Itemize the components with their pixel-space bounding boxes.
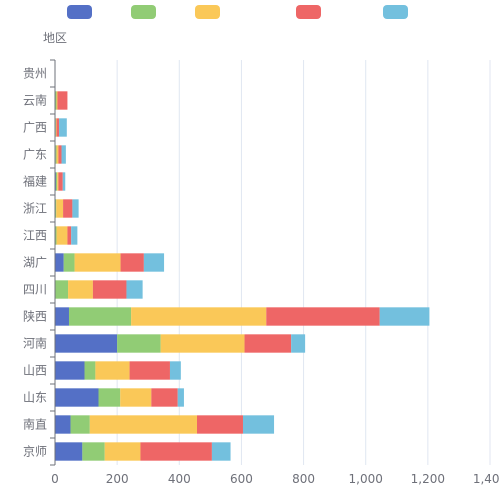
bar-segment[interactable] <box>244 334 292 353</box>
bar-segment[interactable] <box>169 361 181 380</box>
bar-segment[interactable] <box>151 388 178 407</box>
y-tick-label: 京师 <box>23 445 47 459</box>
legend-swatch[interactable] <box>296 5 321 19</box>
bar-segment[interactable] <box>74 253 121 272</box>
bar-segment[interactable] <box>104 442 141 461</box>
bar-segment[interactable] <box>55 361 85 380</box>
bar-segment[interactable] <box>55 145 57 164</box>
y-tick-label: 广西 <box>23 121 47 135</box>
bar-segment[interactable] <box>89 415 197 434</box>
bar-segment[interactable] <box>98 388 121 407</box>
bar-segment[interactable] <box>68 280 93 299</box>
bar-segment[interactable] <box>160 334 245 353</box>
y-tick-label: 湖广 <box>23 255 47 270</box>
y-tick-label: 广东 <box>23 148 47 162</box>
bar-segment[interactable] <box>55 442 83 461</box>
bar-segment[interactable] <box>59 118 67 137</box>
x-tick-label: 1,000 <box>349 472 383 486</box>
bar-segment[interactable] <box>211 442 231 461</box>
legend-swatch[interactable] <box>383 5 408 19</box>
y-tick-label: 江西 <box>23 229 47 243</box>
bar-segment[interactable] <box>67 226 72 245</box>
y-axis-title: 地区 <box>43 31 67 45</box>
bar-segment[interactable] <box>55 199 57 218</box>
bar-segment[interactable] <box>55 280 69 299</box>
bar-segment[interactable] <box>131 307 267 326</box>
bar-segment[interactable] <box>242 415 275 434</box>
bar-segment[interactable] <box>177 388 184 407</box>
bar-segment[interactable] <box>143 253 165 272</box>
bar-segment[interactable] <box>58 145 62 164</box>
y-tick-label: 山东 <box>23 391 47 405</box>
bar-segment[interactable] <box>56 199 64 218</box>
bar-segment[interactable] <box>55 388 99 407</box>
x-tick-label: 0 <box>51 472 59 486</box>
x-tick-label: 600 <box>230 472 253 486</box>
bar-segment[interactable] <box>56 226 68 245</box>
bar-segment[interactable] <box>68 307 132 326</box>
bar-segment[interactable] <box>71 226 78 245</box>
legend[interactable] <box>67 5 408 19</box>
x-tick-label: 200 <box>106 472 129 486</box>
bar-segment[interactable] <box>63 253 75 272</box>
legend-swatch[interactable] <box>131 5 156 19</box>
bar-segment[interactable] <box>70 415 90 434</box>
y-tick-label: 云南 <box>23 93 47 108</box>
legend-swatch[interactable] <box>67 5 92 19</box>
bar-segment[interactable] <box>57 91 68 110</box>
bar-segment[interactable] <box>56 91 58 110</box>
bar-segment[interactable] <box>82 442 105 461</box>
bar-segment[interactable] <box>291 334 306 353</box>
bar-segment[interactable] <box>72 199 79 218</box>
bar-segment[interactable] <box>120 253 144 272</box>
x-tick-label: 400 <box>168 472 191 486</box>
bar-segment[interactable] <box>55 253 64 272</box>
y-tick-label: 浙江 <box>23 202 47 216</box>
bar-segment[interactable] <box>63 199 73 218</box>
bars <box>55 91 430 461</box>
bar-segment[interactable] <box>55 172 58 191</box>
y-tick-label: 福建 <box>23 174 47 189</box>
bar-segment[interactable] <box>379 307 430 326</box>
y-tick-label: 贵州 <box>23 67 47 81</box>
bar-segment[interactable] <box>56 145 59 164</box>
x-tick-label: 1,200 <box>411 472 445 486</box>
bar-segment[interactable] <box>62 172 66 191</box>
x-axis: 0 200 400 600 800 1,000 1,200 1,400 <box>51 472 500 486</box>
y-tick-label: 南直 <box>23 417 47 432</box>
bar-segment[interactable] <box>196 415 243 434</box>
y-tick-label: 陕西 <box>23 309 47 324</box>
bar-segment[interactable] <box>92 280 127 299</box>
bar-segment[interactable] <box>57 172 59 191</box>
bar-segment[interactable] <box>61 145 66 164</box>
y-tick-label: 河南 <box>23 336 47 351</box>
bar-segment[interactable] <box>55 118 57 137</box>
bar-segment[interactable] <box>129 361 170 380</box>
bar-segment[interactable] <box>84 361 96 380</box>
legend-swatch[interactable] <box>195 5 220 19</box>
bar-segment[interactable] <box>55 334 118 353</box>
bar-segment[interactable] <box>58 172 63 191</box>
bar-segment[interactable] <box>55 91 57 110</box>
bar-segment[interactable] <box>95 361 130 380</box>
bar-segment[interactable] <box>55 226 57 245</box>
bar-segment[interactable] <box>55 307 69 326</box>
grid <box>116 60 491 465</box>
y-tick-label: 四川 <box>23 283 47 297</box>
y-axis: 京师 南直 山东 山西 河南 陕西 四川 湖广 江西 浙江 福建 广东 广西 云南 贵州 <box>23 59 56 466</box>
x-tick-label: 1,400 <box>473 472 500 486</box>
bar-segment[interactable] <box>140 442 212 461</box>
x-tick-label: 800 <box>292 472 315 486</box>
bar-segment[interactable] <box>55 415 71 434</box>
y-tick-label: 山西 <box>23 364 47 378</box>
bar-segment[interactable] <box>56 118 60 137</box>
bar-segment[interactable] <box>126 280 143 299</box>
bar-segment[interactable] <box>266 307 380 326</box>
bar-segment[interactable] <box>117 334 161 353</box>
bar-segment[interactable] <box>120 388 152 407</box>
